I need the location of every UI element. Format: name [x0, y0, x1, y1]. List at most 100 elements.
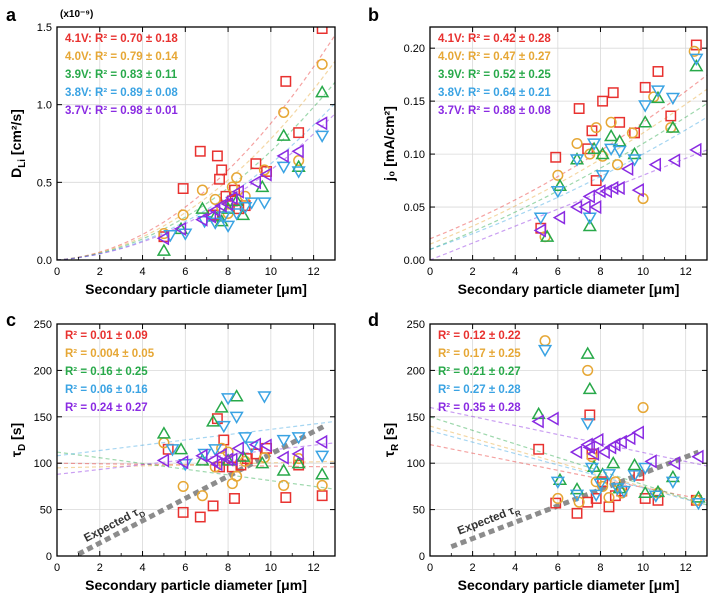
- data-point-s39: [229, 193, 244, 207]
- data-point-s39: [206, 414, 221, 427]
- data-point-s37: [195, 448, 208, 463]
- tick-label-y: 1.0: [37, 100, 52, 112]
- data-point-s41: [218, 434, 230, 446]
- data-point-s37: [314, 116, 328, 131]
- axes-frame: [429, 26, 708, 261]
- data-point-s37: [614, 434, 627, 449]
- tick-label-y: 50: [40, 505, 52, 517]
- tick-label-x: 6: [555, 266, 561, 278]
- data-point-s38: [601, 469, 617, 482]
- data-point-s38: [550, 186, 565, 199]
- data-point-s37: [648, 157, 662, 172]
- legend-entry-s41: R² = 0.01 ± 0.09: [65, 330, 148, 342]
- y-axis-label: DLi [cm²/s]: [8, 109, 28, 178]
- tick-label-y: 0.00: [404, 255, 425, 267]
- data-point-s37: [291, 144, 304, 159]
- panel-letter: d: [368, 310, 379, 330]
- plot-area: [57, 389, 335, 556]
- data-point-s41: [607, 87, 619, 99]
- data-point-s39: [580, 346, 595, 359]
- data-point-s37: [691, 449, 704, 464]
- data-point-s41: [590, 175, 602, 187]
- data-point-s37: [231, 441, 244, 456]
- fit-line-s41: [430, 444, 707, 501]
- y-axis-label: τR [s]: [381, 423, 401, 457]
- data-point-s38: [593, 478, 608, 491]
- data-point-s37: [231, 184, 244, 199]
- legend-entry-s37: R² = 0.35 ± 0.28: [438, 402, 521, 414]
- data-point-s41: [229, 184, 240, 196]
- axes-frame: [56, 323, 336, 557]
- data-point-s38: [612, 145, 627, 159]
- data-point-s40: [196, 490, 208, 502]
- tick-label-y: 0.5: [37, 177, 52, 189]
- legend-entry-s38: 3.8V: R² = 0.89 ± 0.08: [65, 87, 178, 99]
- data-point-s38: [580, 418, 595, 431]
- data-point-s40: [177, 480, 189, 492]
- data-point-s38: [220, 393, 236, 406]
- data-point-s37: [173, 221, 187, 237]
- data-point-s41: [639, 493, 651, 504]
- tick-label-x: 10: [637, 266, 649, 278]
- data-point-s39: [156, 426, 172, 439]
- data-point-s40: [611, 159, 624, 171]
- data-point-s37: [531, 414, 544, 429]
- data-point-s39: [255, 455, 270, 469]
- tick-label-x: 8: [597, 562, 603, 574]
- x-axis-label: Secondary particle diameter [μm]: [458, 281, 680, 297]
- data-point-s39: [665, 120, 681, 133]
- data-point-s40: [209, 193, 221, 205]
- data-point-s37: [667, 153, 681, 168]
- legend-entry-s38: R² = 0.27 ± 0.28: [438, 384, 521, 396]
- data-point-s37: [195, 212, 208, 227]
- data-point-s37: [248, 175, 262, 190]
- legend-entry-s40: R² = 0.17 ± 0.25: [438, 348, 521, 360]
- data-point-s38: [229, 411, 244, 425]
- data-point-s37: [582, 189, 595, 204]
- tick-label-y: 100: [34, 458, 52, 470]
- tick-label-y: 250: [34, 319, 52, 331]
- x-axis-label: Secondary particle diameter [μm]: [458, 577, 680, 593]
- data-point-s40: [316, 58, 328, 70]
- data-point-s38: [229, 208, 244, 221]
- data-point-s41: [316, 27, 328, 35]
- legend-entry-s41: R² = 0.12 ± 0.22: [438, 330, 521, 342]
- data-point-s37: [569, 199, 583, 215]
- data-point-s38: [648, 490, 663, 503]
- tick-label-x: 6: [555, 562, 561, 574]
- legend-entry-s37: R² = 0.24 ± 0.27: [65, 402, 148, 414]
- tick-label-x: 12: [307, 266, 319, 278]
- tick-label-x: 12: [680, 562, 692, 574]
- data-point-s37: [593, 184, 606, 199]
- data-point-s39: [691, 490, 706, 503]
- tick-label-y: 0.20: [404, 43, 425, 55]
- data-point-s41: [614, 116, 626, 128]
- data-point-s38: [584, 462, 600, 476]
- tick-label-y: 200: [34, 365, 52, 377]
- axes-frame: [429, 323, 708, 557]
- data-point-s37: [620, 161, 634, 177]
- data-point-s39: [552, 178, 568, 192]
- data-point-s38: [257, 391, 272, 404]
- tick-label-x: 8: [597, 266, 603, 278]
- data-point-s37: [156, 453, 170, 468]
- data-point-s38: [533, 212, 548, 225]
- data-point-s41: [177, 183, 189, 194]
- tick-label-y: 1.5: [37, 22, 52, 34]
- data-point-s37: [586, 446, 600, 462]
- legend-entry-s40: 4.0V: R² = 0.47 ± 0.27: [438, 51, 551, 63]
- data-point-s37: [597, 444, 610, 460]
- data-point-s40: [278, 479, 290, 492]
- data-point-s38: [569, 154, 585, 167]
- x-axis-label: Secondary particle diameter [μm]: [85, 281, 307, 297]
- tick-label-y: 150: [407, 412, 425, 424]
- legend-entry-s39: 3.9V: R² = 0.52 ± 0.25: [438, 69, 551, 81]
- data-point-s38: [291, 166, 306, 179]
- data-point-s41: [652, 66, 664, 77]
- data-point-s37: [276, 148, 289, 164]
- y-axis-label: j₀ [mA/cm²]: [381, 106, 397, 182]
- legend-entry-s41: 4.1V: R² = 0.70 ± 0.18: [65, 33, 178, 45]
- panel-letter: a: [6, 5, 17, 25]
- data-point-s39: [229, 389, 244, 402]
